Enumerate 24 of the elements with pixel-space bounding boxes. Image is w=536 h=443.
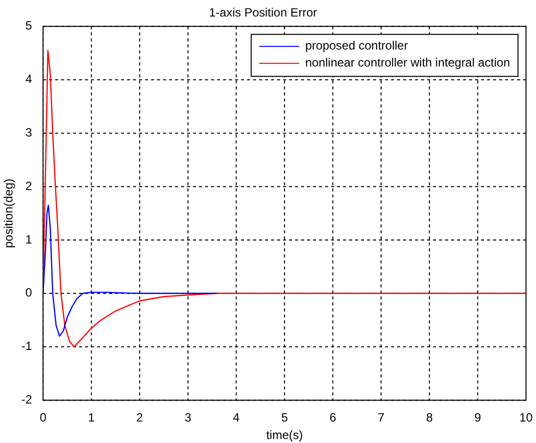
- y-tick-label: 1: [25, 232, 32, 246]
- y-axis-title: position(deg): [2, 178, 16, 248]
- y-tick-label: 5: [25, 18, 32, 33]
- y-tick-label: 3: [25, 126, 32, 140]
- x-axis-title: time(s): [266, 428, 303, 442]
- y-tick-label: -2: [21, 392, 32, 407]
- x-tick-label: 3: [184, 410, 192, 425]
- x-tick-label: 1: [88, 410, 96, 425]
- x-tick-label: 5: [281, 410, 288, 425]
- y-tick-label: 0: [25, 286, 32, 300]
- y-tick-label: 2: [25, 178, 32, 193]
- x-tick-label: 0: [40, 410, 47, 425]
- x-tick-label: 6: [329, 410, 336, 425]
- x-tick-label: 4: [232, 410, 240, 425]
- x-tick-label: 9: [474, 410, 482, 425]
- x-tick-label: 8: [426, 410, 434, 425]
- x-tick-label: 10: [519, 410, 533, 425]
- x-tick-label: 2: [136, 410, 144, 425]
- chart-title: 1-axis Position Error: [208, 6, 318, 20]
- y-tick-label: -1: [21, 339, 32, 354]
- x-tick-label: 7: [378, 410, 385, 425]
- y-tick-label: 4: [25, 72, 32, 86]
- legend-label: proposed controller: [305, 38, 408, 53]
- legend-label: nonlinear controller with integral action: [305, 56, 510, 70]
